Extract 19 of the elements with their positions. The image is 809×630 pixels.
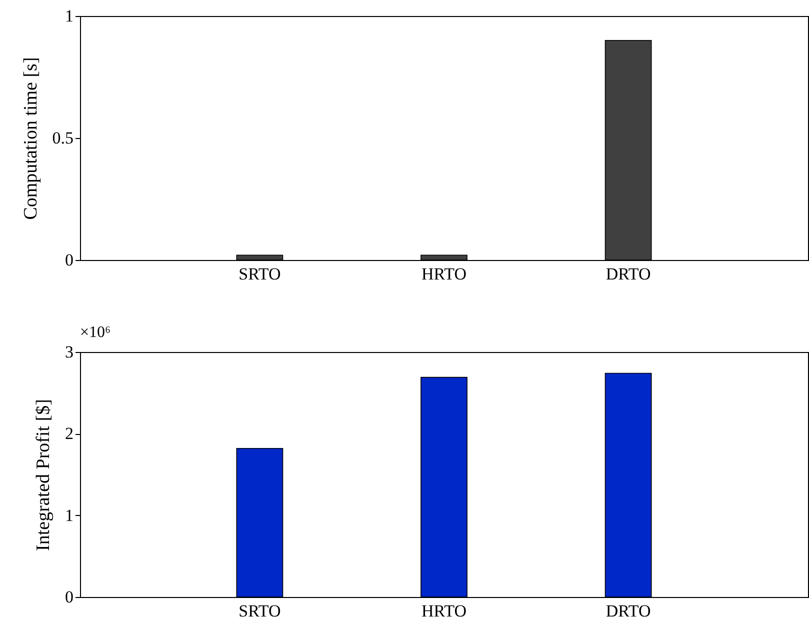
y-tick-label: 1 — [65, 506, 74, 525]
x-tick-label: DRTO — [606, 602, 651, 620]
y-axis-title: Computation time [s] — [20, 57, 42, 220]
bar — [236, 448, 284, 598]
x-tick-label: HRTO — [422, 264, 466, 284]
y-tick-label: 0 — [65, 588, 74, 606]
bar — [420, 376, 468, 598]
y-tick-label: 3 — [65, 342, 74, 362]
y-tick-label: 0.5 — [52, 128, 74, 148]
y-tick-label: 1 — [65, 6, 74, 26]
x-tick-label: DRTO — [606, 264, 651, 284]
x-tick-label: HRTO — [422, 602, 466, 620]
y-tick-label: 2 — [65, 424, 74, 444]
x-tick-label: SRTO — [238, 264, 281, 284]
y-tick-label: 0 — [65, 250, 74, 270]
y-axis-title: Integrated Profit [$] — [33, 399, 54, 551]
x-tick-label: SRTO — [238, 602, 281, 620]
text: ×10⁶ — [80, 324, 111, 341]
bar — [604, 372, 652, 598]
